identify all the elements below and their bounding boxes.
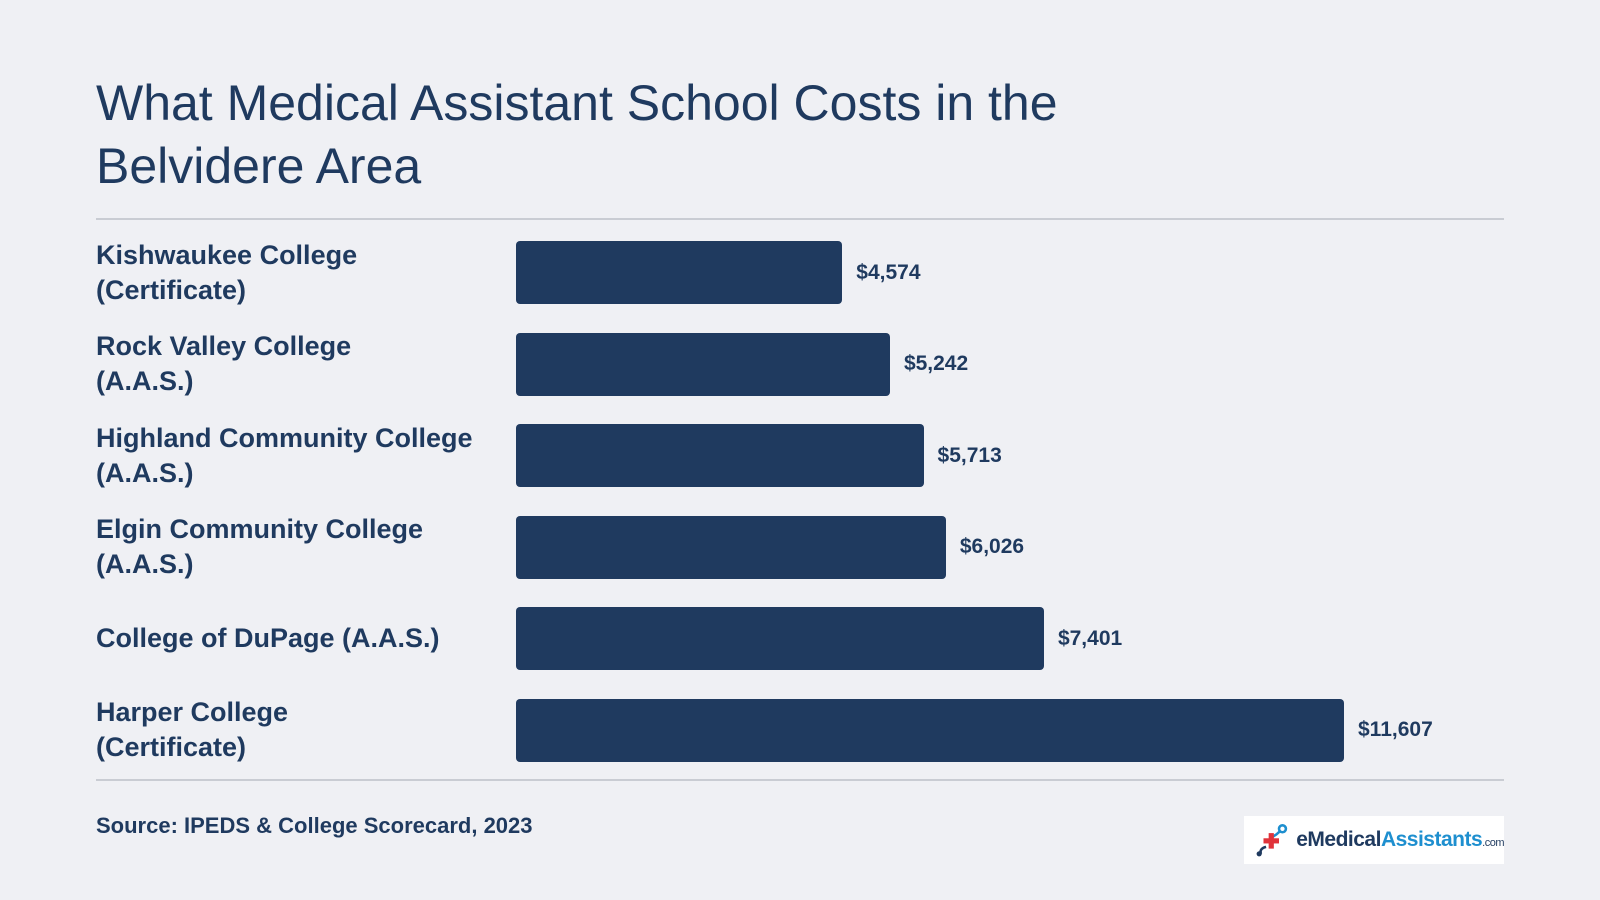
bar: [516, 515, 946, 579]
bar-label: Elgin Community College (A.A.S.): [96, 514, 424, 579]
logo-text: eMedicalAssistants.com: [1296, 828, 1504, 851]
medical-cross-icon: [1256, 824, 1288, 857]
bar: [516, 698, 1344, 762]
bar-value-label: $6,026: [959, 535, 1025, 558]
bar: [516, 607, 1044, 670]
source-note: Source: IPEDS & College Scorecard, 2023: [96, 813, 533, 838]
bottom-divider: [96, 779, 1504, 781]
bar: [516, 241, 843, 304]
bar-value-label: $7,401: [1057, 626, 1123, 650]
bar-label: Rock Valley College (A.A.S.): [96, 331, 352, 396]
bar-value-label: $11,607: [1358, 718, 1433, 741]
bar-value-label: $5,242: [903, 352, 969, 375]
top-divider: [96, 218, 1504, 220]
brand-logo: eMedicalAssistants.com: [1244, 816, 1504, 864]
bar-label: Highland Community College (A.A.S.): [96, 422, 473, 488]
bar-label: College of DuPage (A.A.S.): [96, 623, 440, 653]
bar: [516, 424, 924, 487]
bar-value-label: $4,574: [856, 260, 921, 284]
bar: [516, 332, 890, 396]
bar-label: Kishwaukee College (Certificate): [96, 239, 358, 305]
bar-value-label: $5,713: [937, 443, 1002, 467]
bar-label: Harper College (Certificate): [96, 697, 289, 762]
page-title: What Medical Assistant School Costs in t…: [96, 75, 1058, 194]
